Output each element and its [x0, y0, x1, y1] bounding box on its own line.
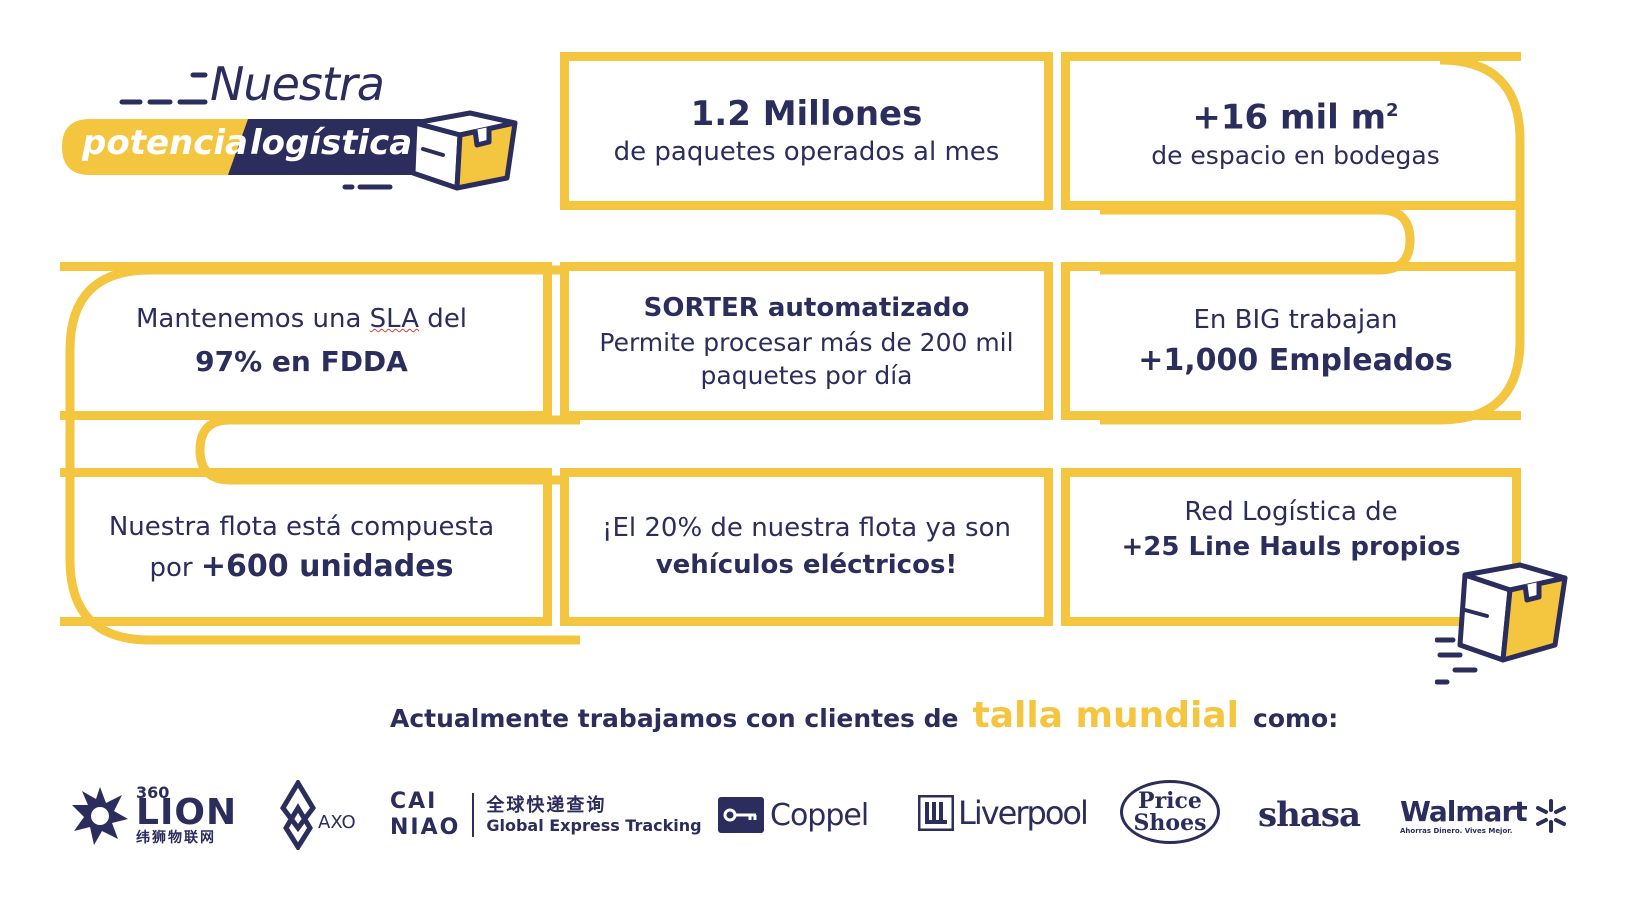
lion-star-icon: [72, 787, 128, 845]
clients-post: como:: [1253, 704, 1339, 733]
stat-employees-value: +1,000 Empleados: [1138, 343, 1453, 378]
stat-sla-value: 97% en FDDA: [195, 345, 408, 378]
stat-electric-line1: ¡El 20% de nuestra flota ya son: [602, 513, 1011, 543]
stat-employees-label: En BIG trabajan: [1193, 305, 1398, 335]
stat-fleet-line1: Nuestra flota está compuesta: [108, 511, 495, 542]
stat-card-fleet: Nuestra flota está compuesta por +600 un…: [60, 468, 552, 626]
coppel-key-icon: [718, 797, 764, 833]
package-box-icon-bottom: [1435, 562, 1568, 685]
clients-pre: Actualmente trabajamos con clientes de: [390, 704, 959, 733]
logo-cainiao: CAI NIAO 全球快递查询 Global Express Tracking: [390, 789, 702, 840]
title-word-potencia: potencia: [82, 123, 248, 163]
title-badge: Nuestra potencia logística: [60, 55, 540, 205]
stat-fleet-line2: por +600 unidades: [149, 548, 454, 584]
logo-shasa: shasa: [1258, 795, 1361, 835]
stat-sorter-title: SORTER automatizado: [643, 293, 970, 323]
logo-360-lion: 360 LION 纬狮物联网: [70, 780, 237, 850]
stat-card-linehauls: Red Logística de +25 Line Hauls propios: [1061, 468, 1521, 626]
stat-card-electric: ¡El 20% de nuestra flota ya son vehículo…: [560, 468, 1053, 626]
stat-card-warehouse: +16 mil m2 de espacio en bodegas: [1061, 52, 1521, 210]
liverpool-mark-icon: [918, 795, 954, 831]
title-decoration: [62, 72, 450, 190]
logo-walmart: Walmart Ahorras Dinero. Vives Mejor.: [1400, 788, 1569, 844]
logo-liverpool: Liverpool: [918, 788, 1089, 838]
stat-fleet-value: +600 unidades: [200, 548, 454, 584]
stat-sla-label: Mantenemos una SLA del: [135, 304, 468, 334]
title-word-logistica: logística: [250, 123, 413, 163]
stat-warehouse-value: +16 mil m2: [1192, 97, 1399, 138]
stat-card-sla: Mantenemos una SLA del 97% en FDDA: [60, 262, 552, 420]
package-box-icon: [410, 110, 518, 191]
clients-sentence: Actualmente trabajamos con clientes de t…: [390, 695, 1338, 736]
axo-diamond-icon: [280, 780, 316, 850]
title-word-nuestra: Nuestra: [210, 57, 385, 111]
stat-sorter-line1: Permite procesar más de 200 mil: [599, 328, 1014, 357]
stat-warehouse-label: de espacio en bodegas: [1151, 140, 1440, 170]
clients-highlight: talla mundial: [972, 695, 1240, 736]
logo-axo: AXO: [280, 780, 356, 850]
logo-price-shoes: Price Shoes: [1120, 780, 1220, 844]
stat-card-packages: 1.2 Millones de paquetes operados al mes: [560, 52, 1053, 210]
stat-linehauls-line1: Red Logística de: [1184, 497, 1398, 527]
logo-coppel: Coppel: [718, 790, 869, 840]
stat-card-employees: En BIG trabajan +1,000 Empleados: [1061, 262, 1521, 420]
walmart-spark-icon: [1535, 799, 1566, 833]
stat-electric-line2: vehículos eléctricos!: [655, 550, 958, 580]
stat-card-sorter: SORTER automatizado Permite procesar más…: [560, 262, 1053, 420]
stat-packages-value: 1.2 Millones: [690, 94, 923, 134]
stat-linehauls-line2: +25 Line Hauls propios: [1121, 532, 1461, 562]
stat-packages-label: de paquetes operados al mes: [613, 137, 1000, 167]
stat-sorter-line2: paquetes por día: [700, 361, 913, 390]
